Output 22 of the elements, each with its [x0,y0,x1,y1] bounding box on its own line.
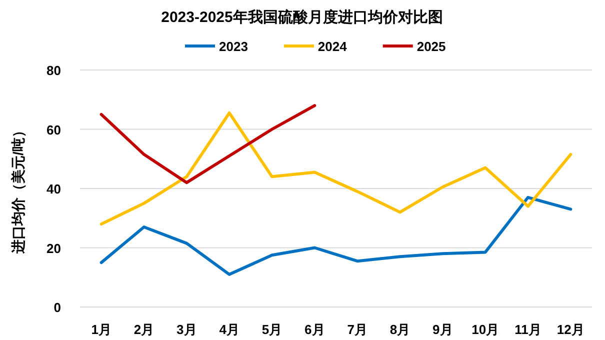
legend-label: 2024 [318,39,348,54]
y-tick-label: 0 [54,300,61,315]
x-tick-label: 8月 [390,322,410,337]
x-tick-label: 1月 [91,322,112,337]
y-tick-label: 80 [46,63,61,78]
chart-title: 2023-2025年我国硫酸月度进口均价对比图 [161,8,443,26]
x-tick-label: 3月 [176,322,197,337]
y-tick-label: 40 [46,182,61,196]
x-tick-label: 12月 [556,322,584,337]
x-tick-label: 7月 [347,322,368,337]
x-tick-label: 9月 [432,322,453,337]
x-tick-label: 5月 [262,322,282,337]
y-tick-label: 20 [46,240,61,256]
x-tick-label: 11月 [514,322,542,337]
y-axis-title: 进口均价（美元/吨） [10,124,26,254]
y-tick-label: 60 [46,122,61,138]
x-tick-label: 2月 [134,322,154,337]
x-tick-label: 10月 [472,322,500,337]
x-tick-label: 4月 [219,322,240,337]
legend-label: 2023 [219,39,248,54]
x-tick-label: 6月 [304,322,325,337]
legend-label: 2025 [416,39,446,54]
